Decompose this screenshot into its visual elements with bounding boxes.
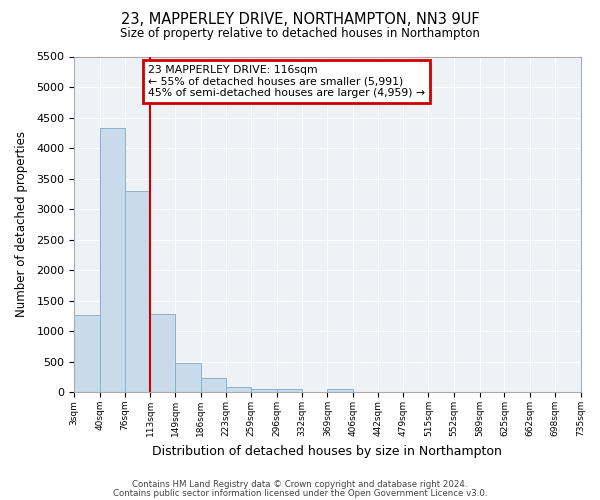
- Y-axis label: Number of detached properties: Number of detached properties: [15, 132, 28, 318]
- Text: 23 MAPPERLEY DRIVE: 116sqm
← 55% of detached houses are smaller (5,991)
45% of s: 23 MAPPERLEY DRIVE: 116sqm ← 55% of deta…: [148, 65, 425, 98]
- Bar: [74, 314, 100, 392]
- Bar: [150, 314, 175, 392]
- Bar: [226, 388, 251, 392]
- Text: Contains public sector information licensed under the Open Government Licence v3: Contains public sector information licen…: [113, 488, 487, 498]
- Text: 23, MAPPERLEY DRIVE, NORTHAMPTON, NN3 9UF: 23, MAPPERLEY DRIVE, NORTHAMPTON, NN3 9U…: [121, 12, 479, 28]
- Bar: [125, 192, 150, 392]
- Bar: [201, 378, 226, 392]
- Text: Contains HM Land Registry data © Crown copyright and database right 2024.: Contains HM Land Registry data © Crown c…: [132, 480, 468, 489]
- Bar: [100, 128, 125, 392]
- Bar: [251, 389, 277, 392]
- Bar: [175, 363, 201, 392]
- X-axis label: Distribution of detached houses by size in Northampton: Distribution of detached houses by size …: [152, 444, 502, 458]
- Text: Size of property relative to detached houses in Northampton: Size of property relative to detached ho…: [120, 28, 480, 40]
- Bar: [328, 389, 353, 392]
- Bar: [277, 389, 302, 392]
